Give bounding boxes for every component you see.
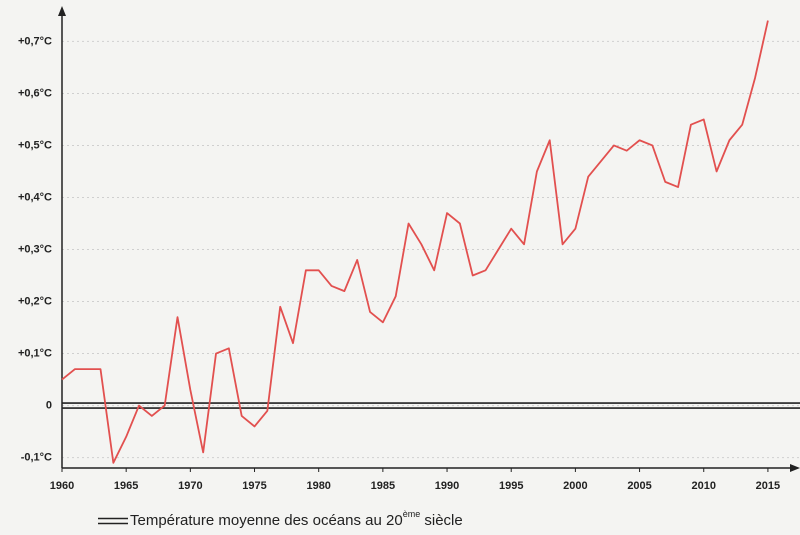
data-line xyxy=(61,20,769,464)
x-tick-label: 2005 xyxy=(627,480,651,492)
x-tick-label: 1995 xyxy=(499,480,523,492)
y-tick-label: +0,5°C xyxy=(18,139,52,151)
y-axis-arrow xyxy=(58,6,66,16)
y-tick-label: +0,7°C xyxy=(18,35,52,47)
legend-label: Température moyenne des océans au 20ème … xyxy=(130,509,463,529)
x-tick-label: 2015 xyxy=(756,480,780,492)
x-tick-label: 1980 xyxy=(306,480,330,492)
y-tick-label: +0,3°C xyxy=(18,243,52,255)
y-tick-label: -0,1°C xyxy=(21,452,52,464)
x-tick-label: 1960 xyxy=(50,480,74,492)
y-tick-label: +0,4°C xyxy=(18,191,52,203)
x-tick-label: 1985 xyxy=(371,480,395,492)
y-tick-label: +0,2°C xyxy=(18,295,52,307)
x-tick-label: 1965 xyxy=(114,480,138,492)
y-tick-label: +0,6°C xyxy=(18,87,52,99)
y-tick-label: 0 xyxy=(46,399,52,411)
legend-text: Température moyenne des océans au 20 xyxy=(130,512,403,529)
x-tick-label: 1970 xyxy=(178,480,202,492)
x-tick-label: 2010 xyxy=(691,480,715,492)
x-tick-label: 1975 xyxy=(242,480,266,492)
y-tick-label: +0,1°C xyxy=(18,347,52,359)
legend-superscript: ème xyxy=(403,509,421,519)
x-tick-label: 1990 xyxy=(435,480,459,492)
x-axis-arrow xyxy=(790,464,800,472)
legend-text: siècle xyxy=(420,512,463,529)
x-tick-label: 2000 xyxy=(563,480,587,492)
